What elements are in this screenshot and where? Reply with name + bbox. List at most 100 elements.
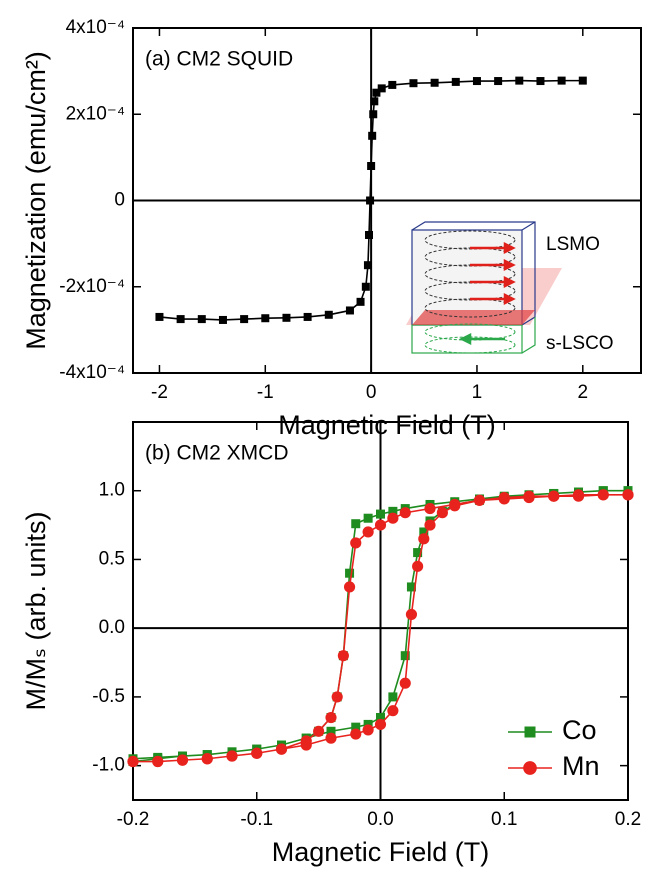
marker [419,527,429,537]
y-tick-label: -2x10⁻⁴ [59,276,125,297]
marker [536,77,545,86]
marker [369,110,378,119]
panel-title: (b) CM2 XMCD [145,442,289,465]
marker [152,755,164,768]
marker [578,76,587,85]
marker [362,526,374,538]
x-tick-label: -2 [151,382,168,403]
marker [351,519,361,529]
x-tick-label: 0.0 [367,809,393,830]
y-tick-label: 2x10⁻⁴ [66,103,125,124]
marker [597,489,609,501]
marker [622,489,634,501]
marker [351,722,361,732]
marker [548,490,560,502]
marker [337,650,349,662]
marker [572,489,585,501]
marker [412,560,424,572]
marker [218,315,227,324]
marker [282,313,291,322]
marker [261,314,270,323]
marker [387,705,399,717]
legend-label: Co [562,715,597,745]
y-tick-label: 0.0 [99,617,125,638]
plot-frame [132,421,629,801]
marker [400,651,410,661]
marker [300,739,312,751]
marker [473,494,486,506]
x-tick-label: 2 [578,382,589,403]
x-tick-label: 0.2 [615,809,641,830]
marker [372,88,381,97]
marker [498,492,510,504]
inset-label: s-LSCO [546,333,614,354]
marker [388,692,398,702]
plot-frame [132,27,642,374]
legend-marker [524,726,536,738]
marker [388,80,397,89]
x-axis-label: Magnetic Field (T) [278,410,496,440]
marker [405,608,418,621]
marker [325,732,337,744]
marker [399,507,411,519]
marker [176,315,185,324]
marker [424,503,436,515]
marker [201,753,213,765]
marker [451,77,460,86]
marker [472,77,481,86]
x-tick-label: 0 [366,382,377,403]
marker [376,509,385,519]
marker [226,750,238,762]
marker [413,548,423,558]
series-line [133,494,628,763]
marker [523,490,535,502]
y-tick-label: -4x10⁻⁴ [59,362,125,383]
marker [436,507,448,519]
y-tick-label: -1.0 [92,755,125,776]
marker [345,568,355,578]
marker [370,97,379,106]
marker [515,76,524,85]
marker [406,582,416,592]
marker [409,79,418,88]
y-tick-label: 1.0 [99,480,125,501]
marker [363,513,373,523]
y-tick-label: -0.5 [92,686,125,707]
y-axis-label: Magnetization (emu/cm²) [21,51,51,350]
marker [449,500,461,512]
marker [365,231,374,239]
marker [176,754,189,766]
marker [324,310,333,319]
legend-marker [523,761,537,775]
y-tick-label: 0 [114,190,125,211]
marker [494,77,503,86]
marker [350,537,362,549]
marker [345,306,354,315]
marker [374,519,387,531]
marker [399,677,411,689]
marker [326,726,336,736]
x-tick-label: -1 [257,382,274,403]
marker [325,711,337,724]
marker [303,312,312,321]
marker [240,315,249,324]
y-tick-label: 0.5 [99,548,125,569]
marker [388,506,398,516]
marker [367,162,376,170]
legend-label: Mn [562,751,600,781]
marker [350,728,362,740]
x-tick-label: 0.1 [491,809,517,830]
panel-title: (a) CM2 SQUID [145,48,293,71]
marker [387,512,399,524]
x-axis-label: Magnetic Field (T) [272,837,490,867]
x-tick-label: -0.1 [240,809,273,830]
marker [424,519,436,531]
marker [368,131,377,140]
y-axis-label: M/Mₛ (arb. units) [21,511,51,710]
marker [363,261,372,270]
marker [418,533,430,545]
x-tick-label: -0.2 [117,809,150,830]
marker [430,78,439,87]
marker [127,755,139,768]
